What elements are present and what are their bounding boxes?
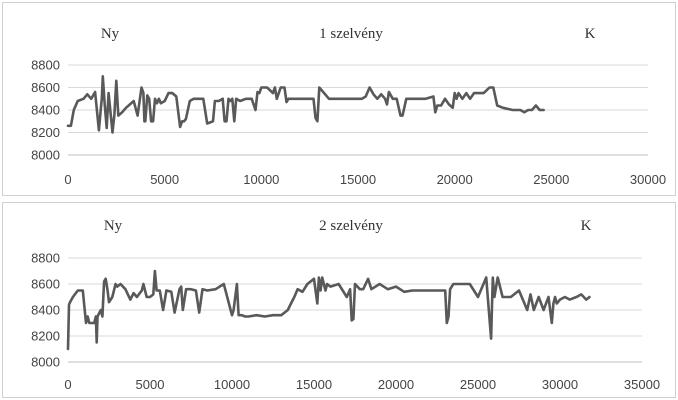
chart-2-series [66,269,591,351]
chart-2-x-tick-labels: 0 5000 10000 15000 20000 25000 30000 35000 [64,377,660,392]
chart-1-series [66,75,545,134]
y-tick-label-8400: 8400 [31,103,60,118]
x-tick-label-35000: 35000 [624,377,660,392]
y-tick-label-8600: 8600 [31,277,60,292]
x-tick-label-10000: 10000 [214,377,250,392]
y-tick-label-8600: 8600 [31,80,60,95]
x-tick-label-0: 0 [64,377,71,392]
chart-1-series-line-0 [66,75,545,134]
x-tick-label-15000: 15000 [296,377,332,392]
chart-2-left-label: Ny [104,218,123,234]
chart-1-gridlines [68,64,648,156]
x-tick-label-20000: 20000 [378,377,414,392]
x-tick-label-5000: 5000 [136,377,165,392]
x-tick-label-10000: 10000 [243,172,279,187]
y-tick-label-8200: 8200 [31,329,60,344]
chart-1-title: 1 szelvény [319,26,383,42]
x-tick-label-30000: 30000 [542,377,578,392]
chart-2-frame [2,202,676,398]
y-tick-label-8000: 8000 [31,355,60,370]
chart-1-right-label: K [585,26,596,42]
chart-2-title: 2 szelvény [319,218,383,234]
chart-1-svg: Ny 1 szelvény K 8000 8200 8400 8600 8800 0 50… [2,2,676,196]
x-tick-label-25000: 25000 [460,377,496,392]
x-tick-label-20000: 20000 [437,172,473,187]
chart-2-y-tick-labels: 8000 8200 8400 8600 8800 [31,251,60,370]
y-tick-label-8400: 8400 [31,303,60,318]
x-tick-label-5000: 5000 [150,172,179,187]
chart-panel-2: Ny 2 szelvény K 8000 8200 8400 8600 8800 0 50… [0,200,678,400]
y-tick-label-8800: 8800 [31,58,60,73]
y-tick-label-8200: 8200 [31,125,60,140]
y-tick-label-8000: 8000 [31,148,60,163]
chart-1-left-label: Ny [101,26,120,42]
chart-panel-1: Ny 1 szelvény K 8000 8200 8400 8600 8800 0 50… [2,2,676,196]
chart-2-svg: Ny 2 szelvény K 8000 8200 8400 8600 8800 0 50… [2,202,676,398]
x-tick-label-15000: 15000 [340,172,376,187]
chart-1-x-tick-labels: 0 5000 10000 15000 20000 25000 30000 [64,172,666,187]
x-tick-label-30000: 30000 [630,172,666,187]
chart-2-series-line-0 [66,269,591,351]
x-tick-label-0: 0 [64,172,71,187]
x-tick-label-25000: 25000 [533,172,569,187]
y-tick-label-8800: 8800 [31,251,60,266]
chart-1-y-tick-labels: 8000 8200 8400 8600 8800 [31,58,60,163]
chart-2-right-label: K [581,218,592,234]
